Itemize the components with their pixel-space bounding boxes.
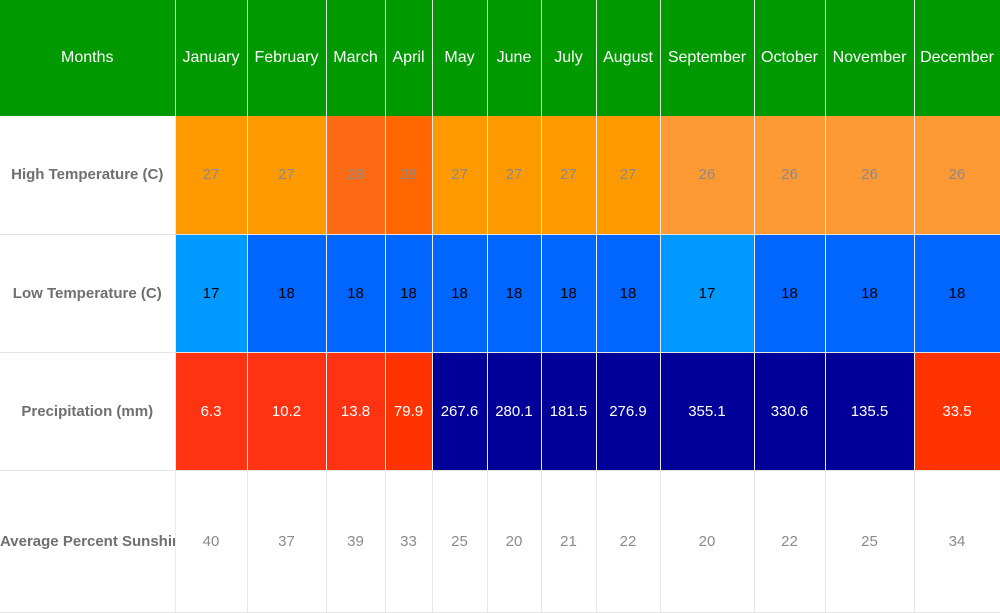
high-temp-cell-mar: 28 bbox=[326, 116, 386, 235]
row-label-precipitation: Precipitation (mm) bbox=[0, 352, 176, 471]
precip-cell-feb: 10.2 bbox=[247, 352, 327, 471]
header-row: Months January February March April May … bbox=[0, 0, 1000, 116]
precip-cell-jun: 280.1 bbox=[487, 352, 542, 471]
month-header-january: January bbox=[175, 0, 248, 116]
precip-cell-mar: 13.8 bbox=[326, 352, 386, 471]
high-temp-cell-sep: 26 bbox=[660, 116, 755, 235]
low-temp-cell-may: 18 bbox=[432, 234, 488, 353]
month-header-february: February bbox=[247, 0, 327, 116]
month-header-december: December bbox=[914, 0, 1000, 116]
sunshine-cell-apr: 33 bbox=[385, 470, 433, 613]
sunshine-cell-oct: 22 bbox=[754, 470, 826, 613]
month-header-november: November bbox=[825, 0, 915, 116]
precip-cell-jul: 181.5 bbox=[541, 352, 597, 471]
sunshine-cell-sep: 20 bbox=[660, 470, 755, 613]
sunshine-cell-dec: 34 bbox=[914, 470, 1000, 613]
low-temp-cell-jun: 18 bbox=[487, 234, 542, 353]
month-header-september: September bbox=[660, 0, 755, 116]
month-header-june: June bbox=[487, 0, 542, 116]
month-header-may: May bbox=[432, 0, 488, 116]
row-label-high-temperature: High Temperature (C) bbox=[0, 116, 176, 235]
low-temp-cell-aug: 18 bbox=[596, 234, 661, 353]
high-temp-cell-oct: 26 bbox=[754, 116, 826, 235]
low-temp-cell-sep: 17 bbox=[660, 234, 755, 353]
high-temp-cell-nov: 26 bbox=[825, 116, 915, 235]
row-label-low-temperature: Low Temperature (C) bbox=[0, 234, 176, 353]
sunshine-cell-jan: 40 bbox=[175, 470, 248, 613]
sunshine-cell-feb: 37 bbox=[247, 470, 327, 613]
high-temp-cell-jul: 27 bbox=[541, 116, 597, 235]
precip-cell-jan: 6.3 bbox=[175, 352, 248, 471]
high-temp-cell-aug: 27 bbox=[596, 116, 661, 235]
sunshine-cell-jun: 20 bbox=[487, 470, 542, 613]
low-temp-cell-mar: 18 bbox=[326, 234, 386, 353]
precip-cell-aug: 276.9 bbox=[596, 352, 661, 471]
month-header-july: July bbox=[541, 0, 597, 116]
sunshine-cell-nov: 25 bbox=[825, 470, 915, 613]
low-temp-cell-feb: 18 bbox=[247, 234, 327, 353]
sunshine-cell-may: 25 bbox=[432, 470, 488, 613]
row-label-sunshine: Average Percent Sunshine bbox=[0, 470, 176, 613]
sunshine-cell-mar: 39 bbox=[326, 470, 386, 613]
high-temp-cell-jan: 27 bbox=[175, 116, 248, 235]
high-temp-cell-may: 27 bbox=[432, 116, 488, 235]
month-header-march: March bbox=[326, 0, 386, 116]
precip-cell-may: 267.6 bbox=[432, 352, 488, 471]
low-temp-cell-oct: 18 bbox=[754, 234, 826, 353]
precip-cell-apr: 79.9 bbox=[385, 352, 433, 471]
precipitation-row: Precipitation (mm) 6.3 10.2 13.8 79.9 26… bbox=[0, 352, 1000, 471]
month-header-april: April bbox=[385, 0, 433, 116]
high-temp-cell-apr: 28 bbox=[385, 116, 433, 235]
precip-cell-nov: 135.5 bbox=[825, 352, 915, 471]
low-temperature-row: Low Temperature (C) 17 18 18 18 18 18 18… bbox=[0, 234, 1000, 353]
month-header-october: October bbox=[754, 0, 826, 116]
high-temp-cell-dec: 26 bbox=[914, 116, 1000, 235]
sunshine-row: Average Percent Sunshine 40 37 39 33 25 … bbox=[0, 470, 1000, 613]
high-temp-cell-jun: 27 bbox=[487, 116, 542, 235]
low-temp-cell-dec: 18 bbox=[914, 234, 1000, 353]
precip-cell-oct: 330.6 bbox=[754, 352, 826, 471]
precip-cell-dec: 33.5 bbox=[914, 352, 1000, 471]
low-temp-cell-jan: 17 bbox=[175, 234, 248, 353]
sunshine-cell-aug: 22 bbox=[596, 470, 661, 613]
high-temp-cell-feb: 27 bbox=[247, 116, 327, 235]
precip-cell-sep: 355.1 bbox=[660, 352, 755, 471]
low-temp-cell-jul: 18 bbox=[541, 234, 597, 353]
high-temperature-row: High Temperature (C) 27 27 28 28 27 27 2… bbox=[0, 116, 1000, 235]
sunshine-cell-jul: 21 bbox=[541, 470, 597, 613]
low-temp-cell-nov: 18 bbox=[825, 234, 915, 353]
month-header-august: August bbox=[596, 0, 661, 116]
months-header: Months bbox=[0, 0, 176, 116]
low-temp-cell-apr: 18 bbox=[385, 234, 433, 353]
